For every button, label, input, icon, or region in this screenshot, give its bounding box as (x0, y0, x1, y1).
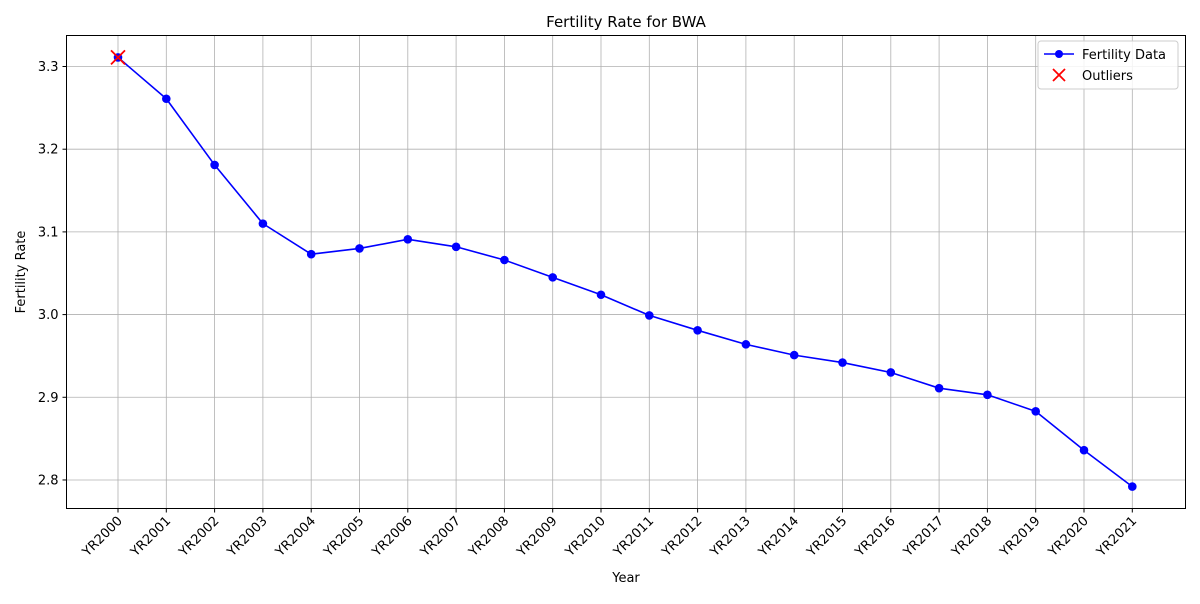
data-point (306, 249, 316, 259)
y-tick-label: 2.9 (38, 391, 59, 406)
data-point (645, 311, 654, 320)
data-point (162, 94, 171, 104)
data-point (886, 368, 896, 377)
data-point (210, 160, 219, 170)
x-axis-label: Year (611, 571, 640, 586)
outlier-marker (110, 49, 126, 66)
legend-marker-circle (1055, 50, 1063, 58)
legend: Fertility Data Outliers (1037, 40, 1179, 90)
y-axis: 2.8 2.9 3.0 3.1 3.2 3.3 (38, 60, 67, 488)
data-point (355, 244, 364, 253)
data-point (934, 383, 944, 393)
legend-label-fertility: Fertility Data (1082, 48, 1166, 63)
y-axis-label: Fertility Rate (14, 231, 29, 314)
legend-box (1037, 40, 1179, 90)
data-point (1031, 407, 1040, 416)
y-tick-label: 3.2 (38, 143, 59, 158)
data-point (789, 350, 799, 360)
axes-frame (66, 35, 1186, 509)
data-point (403, 235, 413, 244)
chart-title: Fertility Rate for BWA (546, 13, 706, 31)
y-tick-label: 3.1 (38, 225, 59, 240)
series-line (117, 56, 1133, 488)
data-point (838, 358, 847, 367)
legend-marker-x (1052, 68, 1066, 82)
data-point (693, 325, 702, 335)
data-point (258, 219, 268, 228)
legend-label-outliers: Outliers (1082, 69, 1133, 84)
data-point (983, 390, 992, 400)
data-point (741, 340, 751, 349)
data-point (1128, 482, 1137, 491)
data-point (596, 290, 606, 300)
data-point (500, 255, 509, 265)
data-point (451, 242, 461, 252)
y-tick-label: 3.3 (38, 60, 59, 75)
data-point (548, 273, 557, 282)
grid (66, 35, 1186, 509)
y-tick-label: 3.0 (38, 308, 59, 323)
plot-area (110, 49, 1137, 491)
data-point (1079, 445, 1089, 455)
y-tick-label: 2.8 (38, 473, 59, 488)
